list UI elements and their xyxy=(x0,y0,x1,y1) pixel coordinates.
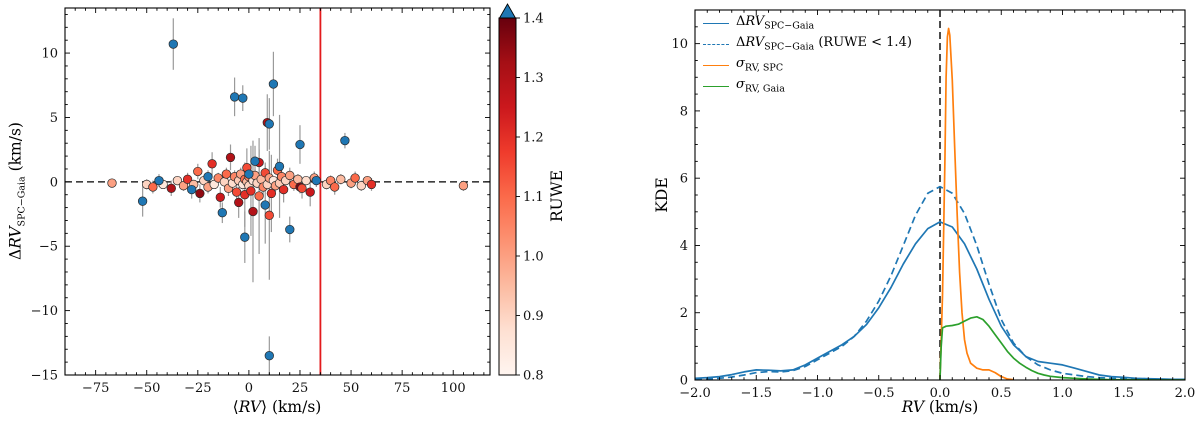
svg-text:2.0: 2.0 xyxy=(1175,386,1196,401)
svg-text:1.4: 1.4 xyxy=(523,12,544,27)
kde-curve-delta-rv-spc-gaia xyxy=(695,221,1185,380)
kde-curve-sigma-rv-gaia xyxy=(939,315,1185,380)
svg-text:1.0: 1.0 xyxy=(1052,386,1073,401)
kde-panel: −2.0 −1.5 −1.0 −0.5 0.0 0.5 1.0 1.5 2.0 0 2 4 6 8 10 xyxy=(671,9,1196,401)
legend-entry-delta-rv-spc-gaia: ΔRVSPC−Gaia xyxy=(703,14,912,32)
left-y-axis-label: ΔRVSPC−Gaia (km/s) xyxy=(6,122,28,260)
svg-text:−2.0: −2.0 xyxy=(679,386,711,401)
legend-label: σRV, Gaia xyxy=(736,77,785,95)
left-x-axis-label: ⟨RV⟩ (km/s) xyxy=(232,398,322,416)
svg-text:0.8: 0.8 xyxy=(523,369,544,384)
svg-text:−10: −10 xyxy=(31,304,58,319)
legend-line-sample xyxy=(703,85,729,87)
svg-text:0: 0 xyxy=(680,374,688,389)
svg-text:1.5: 1.5 xyxy=(1113,386,1134,401)
right-x-axis-label: RV (km/s) xyxy=(901,398,979,416)
legend-label: σRV, SPC xyxy=(736,56,784,74)
svg-text:10: 10 xyxy=(41,47,58,62)
legend-label: ΔRVSPC−Gaia xyxy=(736,14,815,32)
legend-entry-delta-rv-spc-gaia-ruwe-cut: ΔRVSPC−Gaia (RUWE < 1.4) xyxy=(703,35,912,53)
svg-text:−50: −50 xyxy=(133,381,160,396)
svg-text:0.9: 0.9 xyxy=(523,309,544,324)
kde-curve-sigma-rv-spc xyxy=(939,27,1014,380)
colorbar-label: RUWE xyxy=(548,170,566,222)
svg-text:0: 0 xyxy=(50,175,58,190)
svg-text:0.0: 0.0 xyxy=(930,386,951,401)
svg-text:100: 100 xyxy=(441,381,466,396)
scatter-points xyxy=(107,39,469,361)
svg-text:6: 6 xyxy=(680,172,688,187)
left-ticks xyxy=(65,8,490,376)
svg-text:1.0: 1.0 xyxy=(523,250,544,265)
svg-text:5: 5 xyxy=(50,111,58,126)
svg-text:0.5: 0.5 xyxy=(991,386,1012,401)
svg-text:1.2: 1.2 xyxy=(523,131,544,146)
svg-text:0: 0 xyxy=(245,381,253,396)
svg-text:75: 75 xyxy=(394,381,411,396)
colorbar: 0.8 0.9 1.0 1.1 1.2 1.3 1.4 xyxy=(498,3,544,384)
svg-text:−5: −5 xyxy=(39,240,58,255)
svg-text:8: 8 xyxy=(680,104,688,119)
svg-text:−1.0: −1.0 xyxy=(802,386,834,401)
legend-entry-sigma-rv-gaia: σRV, Gaia xyxy=(703,77,912,95)
legend-label: ΔRVSPC−Gaia (RUWE < 1.4) xyxy=(736,35,912,53)
svg-text:10: 10 xyxy=(671,37,688,52)
error-bars xyxy=(111,18,465,375)
legend-line-sample xyxy=(703,64,729,66)
svg-text:−25: −25 xyxy=(184,381,211,396)
svg-text:1.3: 1.3 xyxy=(523,71,544,86)
legend-line-sample xyxy=(703,22,729,24)
right-ticks xyxy=(694,10,1186,381)
kde-curves xyxy=(695,27,1185,380)
legend: ΔRVSPC−Gaia ΔRVSPC−Gaia (RUWE < 1.4) σRV, … xyxy=(703,14,912,98)
svg-text:25: 25 xyxy=(292,381,309,396)
legend-entry-sigma-rv-spc: σRV, SPC xyxy=(703,56,912,74)
svg-text:50: 50 xyxy=(343,381,360,396)
svg-text:−15: −15 xyxy=(31,369,58,384)
kde-curve-delta-rv-spc-gaia-ruwe-cut xyxy=(695,185,1185,380)
svg-text:1.1: 1.1 xyxy=(523,190,544,205)
svg-text:4: 4 xyxy=(680,239,688,254)
legend-line-sample xyxy=(703,43,729,45)
svg-text:−1.5: −1.5 xyxy=(740,386,772,401)
svg-text:−75: −75 xyxy=(82,381,109,396)
svg-text:2: 2 xyxy=(680,306,688,321)
right-y-axis-label: KDE xyxy=(653,177,671,213)
colorbar-over-arrow xyxy=(498,3,517,19)
svg-text:−0.5: −0.5 xyxy=(863,386,895,401)
